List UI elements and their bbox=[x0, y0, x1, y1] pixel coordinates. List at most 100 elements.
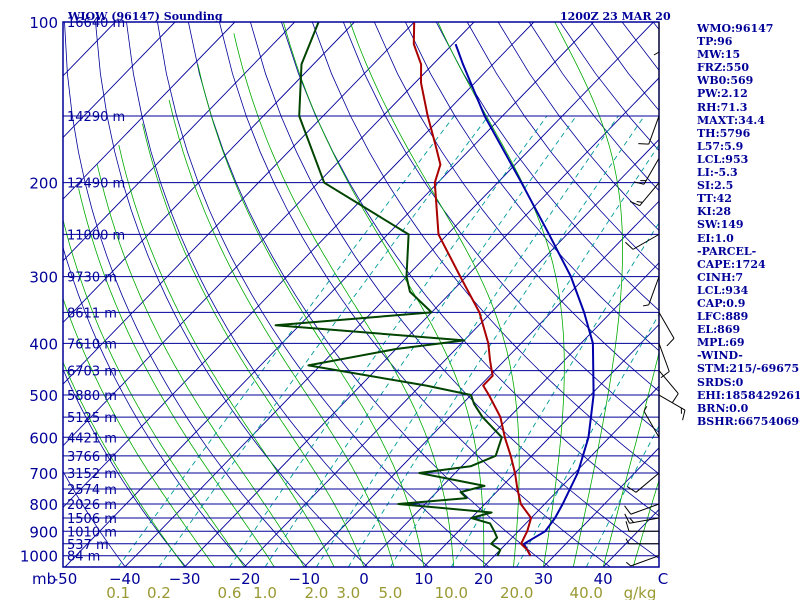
index-item: CINH:7 bbox=[697, 270, 744, 284]
mixing-ratio-line bbox=[316, 115, 619, 567]
index-item: MW:15 bbox=[697, 48, 741, 62]
temperature-tick-label: C bbox=[658, 570, 668, 588]
isotherm-line bbox=[124, 22, 654, 567]
isotherm-line bbox=[63, 22, 355, 324]
index-item: LFC:889 bbox=[697, 310, 749, 324]
index-item: BRN:0.0 bbox=[697, 401, 749, 415]
isotherm-line bbox=[423, 323, 659, 567]
pressure-unit-label: mb bbox=[32, 570, 56, 588]
moist-adiabat-line bbox=[168, 99, 395, 567]
height-label: 537 m bbox=[67, 538, 109, 553]
height-label: 5880 m bbox=[67, 389, 117, 404]
mixing-ratio-tick-label: 20.0 bbox=[500, 584, 533, 600]
height-label: 8611 m bbox=[67, 306, 117, 321]
mixing-ratio-tick-label: 0.2 bbox=[147, 584, 171, 600]
index-item: EHI:185842926197 bbox=[697, 388, 800, 402]
index-item: EL:869 bbox=[697, 323, 741, 337]
dry-adiabat-line bbox=[219, 22, 611, 567]
index-item: WB0:569 bbox=[697, 74, 754, 88]
mixing-ratio-tick-label: 0.1 bbox=[106, 584, 130, 600]
index-item: PW:2.12 bbox=[697, 87, 748, 101]
pressure-tick-label: 900 bbox=[29, 523, 58, 541]
mixing-ratio-tick-label: 0.6 bbox=[218, 584, 242, 600]
isotherm-line bbox=[303, 200, 659, 567]
dry-adiabat-line bbox=[435, 22, 659, 312]
mixing-ratio-tick-label: 5.0 bbox=[378, 584, 402, 600]
isotherm-line bbox=[63, 22, 176, 139]
index-item: SW:149 bbox=[697, 218, 744, 232]
height-label: 12490 m bbox=[67, 177, 125, 192]
wind-barb bbox=[653, 22, 660, 56]
height-label: 1506 m bbox=[67, 512, 117, 527]
dry-adiabat-line bbox=[250, 22, 659, 559]
height-label: 1010 m bbox=[67, 525, 117, 540]
dry-adiabat-line bbox=[63, 245, 247, 567]
temperature-tick-label: 30 bbox=[534, 570, 553, 588]
temperature-tick-label: 0 bbox=[359, 570, 369, 588]
moist-adiabat-line bbox=[349, 22, 520, 567]
isotherm-line bbox=[63, 22, 236, 200]
wind-barb bbox=[625, 521, 659, 532]
pressure-tick-label: 700 bbox=[29, 465, 58, 483]
wind-barb bbox=[627, 472, 660, 493]
height-label: 5125 m bbox=[67, 411, 117, 426]
dry-adiabat-line bbox=[466, 22, 659, 271]
index-item: KI:28 bbox=[697, 205, 732, 219]
mixing-ratio-tick-label: 2.0 bbox=[305, 584, 329, 600]
index-item: SRDS:0 bbox=[697, 375, 744, 389]
temperature-tick-label: −20 bbox=[229, 570, 261, 588]
mixing-ratio-tick-label: 3.0 bbox=[336, 584, 360, 600]
wind-barb bbox=[658, 370, 679, 403]
moist-adiabat-line bbox=[142, 123, 365, 567]
index-item: MAXT:34.4 bbox=[697, 113, 765, 127]
index-item: SI:2.5 bbox=[697, 179, 734, 193]
wind-barb bbox=[629, 182, 660, 207]
height-label: 2026 m bbox=[67, 498, 117, 513]
index-item: LCL:953 bbox=[697, 152, 749, 166]
moist-adiabat-line bbox=[283, 22, 485, 567]
temperature-tick-label: −30 bbox=[169, 570, 201, 588]
pressure-tick-label: 300 bbox=[29, 269, 58, 287]
parcel-trace bbox=[454, 43, 595, 557]
isotherm-line bbox=[543, 447, 659, 567]
index-item: LCL:934 bbox=[697, 283, 749, 297]
height-label: 14290 m bbox=[67, 110, 125, 125]
moist-adiabat-line bbox=[233, 33, 455, 567]
temperature-tick-label: 10 bbox=[414, 570, 433, 588]
moist-adiabat-line bbox=[96, 164, 305, 567]
index-item: LI:-5.3 bbox=[697, 166, 738, 180]
index-item: TP:96 bbox=[697, 35, 733, 49]
mixing-ratio-tick-label: 1.0 bbox=[253, 584, 277, 600]
mixing-ratio-line bbox=[229, 115, 548, 567]
temperature-tick-label: -50 bbox=[53, 570, 78, 588]
pressure-tick-label: 400 bbox=[29, 335, 58, 353]
wind-barb bbox=[624, 503, 660, 515]
mixing-ratio-line bbox=[450, 221, 659, 567]
dry-adiabat-line bbox=[373, 22, 659, 392]
moist-adiabat-line bbox=[118, 144, 335, 567]
index-item: RH:71.3 bbox=[697, 100, 748, 114]
index-item: TT:42 bbox=[697, 192, 732, 206]
moist-adiabat-line bbox=[197, 64, 425, 567]
isotherm-line bbox=[63, 22, 475, 447]
wind-barb bbox=[658, 343, 670, 379]
mixing-ratio-tick-label: 40.0 bbox=[570, 584, 603, 600]
wind-barb bbox=[658, 312, 675, 347]
pressure-tick-label: 200 bbox=[29, 175, 58, 193]
wind-barb bbox=[624, 513, 660, 524]
index-item: CAP:0.9 bbox=[697, 296, 746, 310]
mixing-ratio-line bbox=[390, 144, 659, 567]
index-item: MPL:69 bbox=[697, 336, 745, 350]
dry-adiabat-line bbox=[281, 22, 659, 517]
wind-barb bbox=[633, 157, 660, 185]
index-item: TH:5796 bbox=[697, 126, 751, 140]
moist-adiabat-line bbox=[63, 361, 185, 567]
isotherm-line bbox=[184, 77, 659, 567]
temperature-tick-label: −40 bbox=[109, 570, 141, 588]
plot-frame bbox=[62, 21, 660, 568]
stability-index-panel: WMO:96147 TP:96 MW:15 FRZ:550 WB0:569 PW:2.12… bbox=[697, 22, 800, 428]
height-label: 84 m bbox=[67, 550, 100, 565]
moist-adiabat-line bbox=[602, 350, 659, 567]
isotherm-line bbox=[63, 22, 535, 509]
dewpoint-trace bbox=[274, 22, 503, 557]
